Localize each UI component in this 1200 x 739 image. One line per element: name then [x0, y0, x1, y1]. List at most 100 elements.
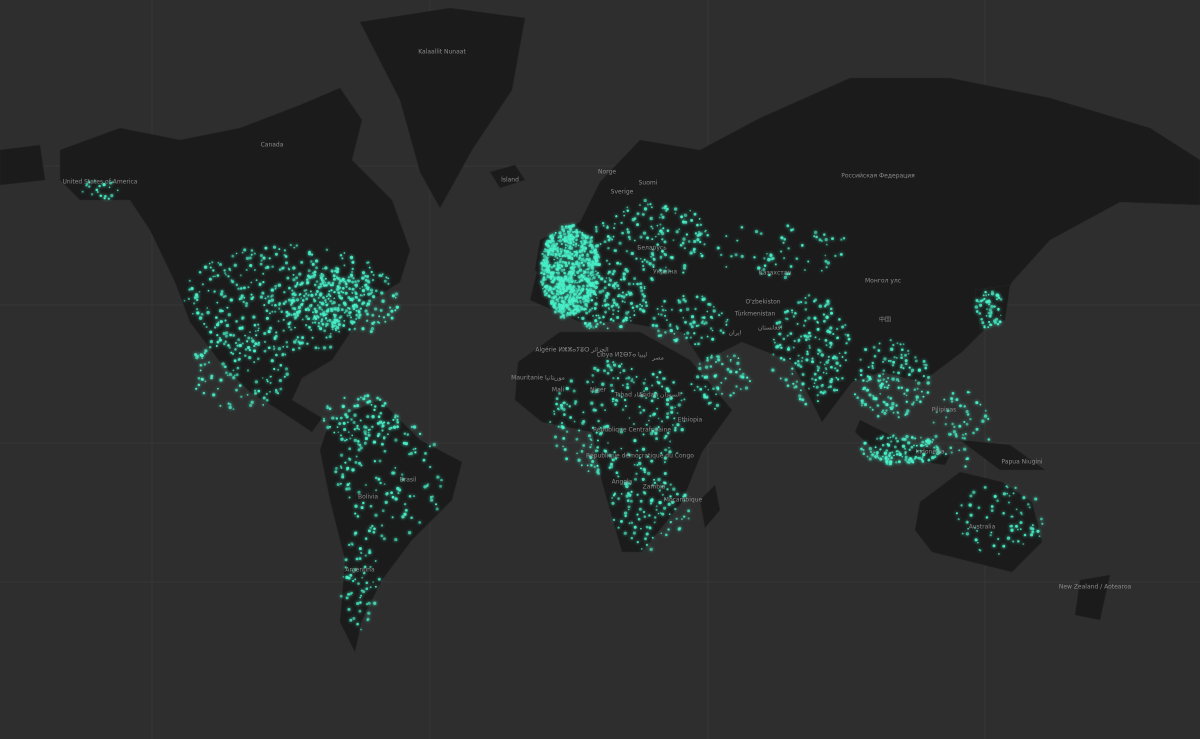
point	[250, 337, 253, 340]
point	[219, 320, 223, 324]
point	[249, 403, 253, 407]
point	[552, 292, 555, 295]
point	[954, 432, 958, 436]
point	[366, 415, 370, 419]
point	[317, 316, 320, 319]
point	[638, 461, 642, 466]
point	[936, 448, 939, 451]
point	[581, 421, 585, 425]
point	[592, 285, 596, 288]
point	[284, 367, 289, 371]
point	[364, 283, 368, 287]
point	[625, 293, 628, 296]
point	[999, 314, 1002, 317]
point	[763, 257, 766, 260]
point	[563, 284, 566, 287]
point	[793, 386, 796, 389]
point	[830, 311, 833, 315]
point	[617, 293, 621, 297]
point	[657, 397, 659, 400]
point	[560, 268, 564, 272]
point	[226, 306, 229, 309]
point	[919, 436, 922, 439]
point	[838, 318, 841, 321]
point	[283, 291, 286, 294]
point	[326, 425, 330, 430]
point	[808, 344, 811, 347]
point	[235, 252, 238, 255]
point	[313, 307, 317, 311]
point	[612, 361, 615, 364]
point	[611, 272, 615, 276]
point	[626, 228, 629, 231]
point	[190, 287, 194, 291]
point	[830, 365, 834, 369]
point	[611, 284, 616, 288]
point	[597, 419, 600, 423]
label: République démocratique du Congo	[586, 453, 694, 460]
point	[799, 300, 803, 304]
point	[322, 296, 325, 299]
point	[642, 298, 645, 301]
point	[352, 617, 356, 620]
point	[351, 468, 355, 472]
point	[988, 303, 991, 306]
point	[602, 425, 607, 429]
point	[984, 290, 987, 294]
point	[336, 289, 339, 292]
point	[321, 308, 324, 311]
point	[542, 272, 546, 276]
point	[396, 418, 399, 421]
point	[641, 308, 645, 313]
point	[550, 280, 553, 283]
point	[203, 363, 207, 366]
point	[598, 276, 601, 279]
point	[773, 338, 775, 341]
point	[635, 257, 638, 260]
point	[346, 576, 349, 579]
point	[601, 304, 604, 307]
point	[331, 270, 334, 273]
point	[187, 297, 190, 300]
point	[350, 274, 354, 278]
point	[639, 235, 643, 239]
point	[608, 270, 611, 274]
point	[319, 276, 323, 280]
point	[353, 438, 357, 443]
point	[661, 238, 664, 241]
point	[613, 282, 617, 286]
point	[397, 492, 400, 495]
point	[366, 394, 370, 398]
point	[698, 218, 701, 220]
point	[578, 292, 581, 296]
point	[595, 388, 599, 392]
point	[363, 430, 367, 434]
point	[922, 395, 925, 398]
point	[328, 407, 332, 410]
point	[232, 408, 235, 410]
point	[560, 265, 563, 268]
point	[676, 412, 679, 414]
point	[792, 346, 795, 349]
point	[573, 254, 576, 257]
point	[950, 451, 953, 454]
point	[625, 311, 629, 315]
point	[546, 276, 548, 279]
point	[346, 314, 349, 317]
point	[355, 292, 358, 295]
point	[634, 477, 637, 481]
point	[608, 366, 612, 369]
point	[641, 260, 644, 263]
point	[772, 353, 775, 356]
point	[349, 316, 353, 319]
point	[213, 326, 217, 329]
point	[910, 436, 914, 439]
point	[540, 261, 544, 266]
point	[617, 526, 620, 529]
point	[826, 302, 830, 306]
point	[886, 436, 890, 440]
point	[314, 309, 318, 314]
point	[642, 381, 646, 385]
point	[350, 591, 353, 595]
point	[581, 245, 584, 247]
